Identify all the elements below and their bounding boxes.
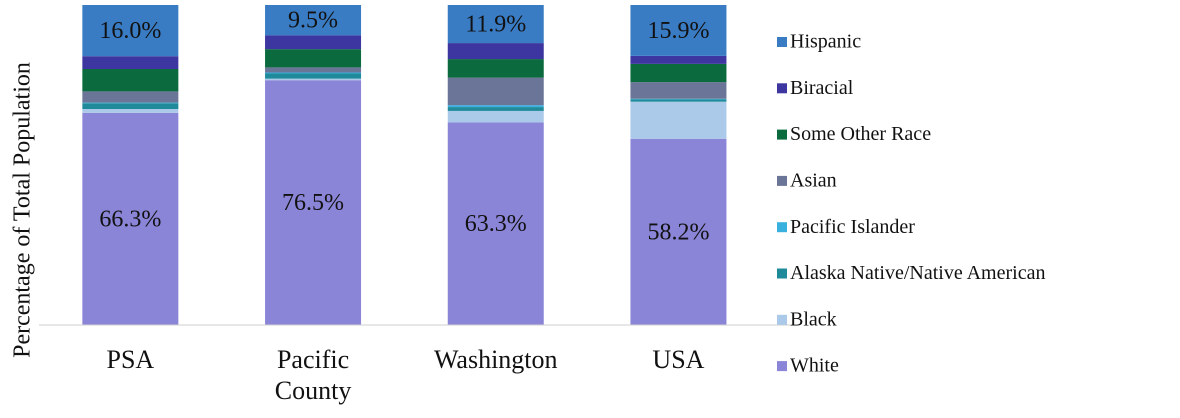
data-label: 66.3%: [99, 206, 161, 232]
x-tick-label: PSA: [106, 345, 155, 374]
bar-segment: [447, 59, 544, 78]
x-tick-label: Washington: [433, 345, 558, 374]
bar-segment: [447, 107, 544, 111]
bar-segment: [82, 103, 179, 109]
legend-label: Some Other Race: [790, 123, 931, 145]
bar-segment: [265, 5, 362, 36]
bar-segment: [265, 78, 362, 81]
bar-segment: [265, 35, 362, 50]
legend-label: Pacific Islander: [790, 216, 915, 238]
legend-swatch: [777, 83, 787, 94]
legend-swatch: [777, 268, 787, 279]
bar-segment: [630, 5, 727, 56]
legend-swatch: [777, 129, 787, 140]
bar-segment: [82, 112, 179, 325]
legend-label: Black: [790, 308, 837, 330]
data-label: 11.9%: [465, 12, 526, 38]
bar-segment: [82, 102, 179, 104]
bar-segment: [265, 73, 362, 79]
data-label: 15.9%: [647, 18, 709, 44]
legend-swatch: [777, 175, 787, 186]
legend-label: Alaska Native/Native American: [790, 262, 1045, 284]
bar-segment: [265, 49, 362, 68]
bar-segment: [265, 67, 362, 73]
bar-segment: [82, 5, 179, 57]
bar-segment: [630, 101, 727, 139]
bar-segment: [82, 91, 179, 103]
legend-label: Hispanic: [790, 31, 861, 53]
bar-segment: [82, 109, 179, 113]
bar-segment: [447, 110, 544, 123]
bar-segment: [630, 82, 727, 99]
legend-label: White: [790, 355, 839, 377]
bar-segment: [447, 77, 544, 106]
bar-segment: [630, 63, 727, 83]
bar-segment: [630, 98, 727, 100]
legend-label: Asian: [790, 169, 837, 191]
bar-segment: [447, 5, 544, 44]
bar-segment: [447, 122, 544, 325]
legend-swatch: [777, 314, 787, 325]
bar-segment: [82, 56, 179, 69]
bar-segment: [630, 99, 727, 102]
bar-segment: [82, 69, 179, 92]
data-label: 16.0%: [99, 18, 161, 44]
bar-segment: [265, 80, 362, 325]
bar-segment: [630, 55, 727, 64]
y-axis-label: Percentage of Total Population: [10, 62, 36, 358]
legend-label: Biracial: [790, 77, 854, 99]
bar-segment: [447, 105, 544, 108]
bar-segment: [447, 43, 544, 60]
data-label: 58.2%: [647, 219, 709, 245]
data-label: 76.5%: [282, 190, 344, 216]
legend-swatch: [777, 361, 787, 372]
x-tick-label: Pacific County: [274, 345, 352, 405]
data-label: 63.3%: [465, 211, 527, 237]
legend-swatch: [777, 37, 787, 47]
bar-segment: [265, 72, 362, 74]
bar-segment: [630, 138, 727, 325]
data-label: 9.5%: [288, 8, 338, 34]
legend-swatch: [777, 222, 787, 233]
x-tick-label: USA: [652, 345, 705, 374]
